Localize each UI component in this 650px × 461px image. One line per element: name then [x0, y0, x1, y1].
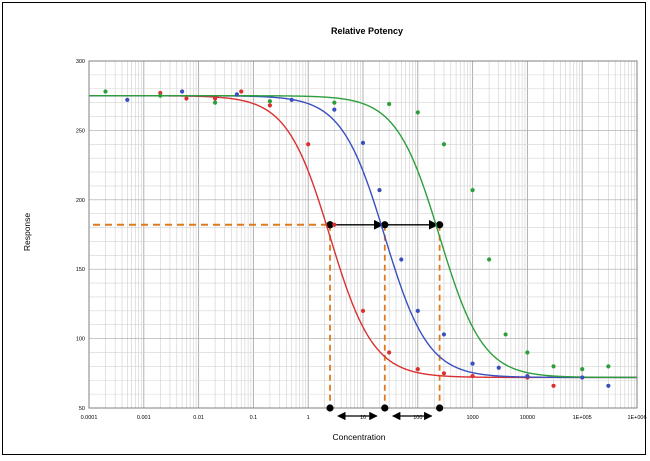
data-point-blue [125, 97, 130, 102]
y-axis-label: Response [22, 213, 32, 252]
data-point-red [441, 371, 447, 376]
data-point-blue [606, 383, 611, 388]
x-tick-label: 1 [307, 415, 310, 421]
data-point-green [486, 257, 492, 262]
y-tick-label: 200 [76, 198, 85, 204]
data-point-green [387, 101, 392, 107]
data-point-green [470, 187, 475, 193]
fitted-curves [89, 94, 637, 379]
y-tick-label: 50 [79, 406, 85, 412]
data-point-red [239, 89, 244, 94]
data-point-green [580, 367, 585, 372]
data-point-blue [234, 92, 240, 97]
x-tick-label: 10000 [520, 415, 535, 421]
ec50-marker [436, 221, 444, 229]
data-points [103, 89, 611, 388]
data-point-green [332, 100, 337, 105]
y-tick-label: 100 [76, 337, 85, 343]
relative-potency-chart: Relative Potency Response Concentration … [22, 26, 647, 442]
chart-title: Relative Potency [331, 26, 403, 36]
data-point-blue [441, 332, 447, 337]
data-point-blue [580, 375, 585, 380]
y-tick-labels: 50 100 150 200 250 300 [76, 59, 85, 412]
data-point-red [470, 373, 475, 379]
data-point-red [415, 367, 420, 372]
data-point-red [387, 350, 392, 355]
data-point-blue [377, 187, 382, 193]
data-point-green [503, 332, 508, 337]
data-point-red [306, 142, 311, 147]
data-point-green [525, 350, 530, 355]
x-axis-label: Concentration [333, 432, 386, 442]
data-point-blue [496, 365, 501, 370]
data-point-blue [525, 373, 530, 379]
chart-frame: Relative Potency Response Concentration … [2, 2, 647, 455]
x-tick-label: 1E+006 [627, 415, 646, 421]
ec50-marker [326, 221, 334, 229]
potency-annotation [93, 219, 444, 421]
data-point-blue [360, 140, 366, 145]
gridlines [88, 60, 637, 409]
ec50-marker [381, 221, 389, 229]
x-tick-label: 0.1 [250, 415, 258, 421]
data-point-green [158, 93, 163, 98]
data-point-green [441, 142, 447, 147]
data-point-green [551, 364, 556, 369]
data-point-red [551, 383, 556, 388]
data-point-green [606, 364, 611, 369]
data-point-blue [180, 89, 185, 94]
x-tick-label: 0.001 [137, 415, 151, 421]
y-tick-label: 300 [76, 59, 85, 65]
axis-marker [381, 404, 389, 412]
data-point-blue [470, 361, 475, 366]
data-point-red [184, 96, 189, 101]
axis-marker [436, 404, 444, 412]
data-point-green [103, 89, 108, 94]
data-point-green [212, 100, 218, 105]
data-point-blue [289, 97, 294, 102]
y-tick-label: 250 [76, 128, 85, 134]
y-tick-label: 150 [76, 267, 85, 273]
data-point-red [267, 103, 272, 108]
x-tick-label: 1E+005 [573, 415, 592, 421]
plot-area-border [88, 60, 638, 409]
x-tick-label: 0.0001 [81, 415, 98, 421]
axis-marker [326, 404, 334, 412]
data-point-blue [399, 257, 404, 262]
data-point-red [332, 222, 337, 227]
data-point-green [267, 99, 272, 104]
data-point-red [212, 96, 218, 101]
data-point-green [415, 110, 420, 115]
fitted-curve-green [89, 94, 637, 379]
data-point-red [360, 308, 366, 313]
x-tick-label: 1000 [466, 415, 478, 421]
data-point-blue [332, 107, 337, 112]
x-tick-label: 0.01 [193, 415, 204, 421]
data-point-blue [415, 308, 420, 313]
